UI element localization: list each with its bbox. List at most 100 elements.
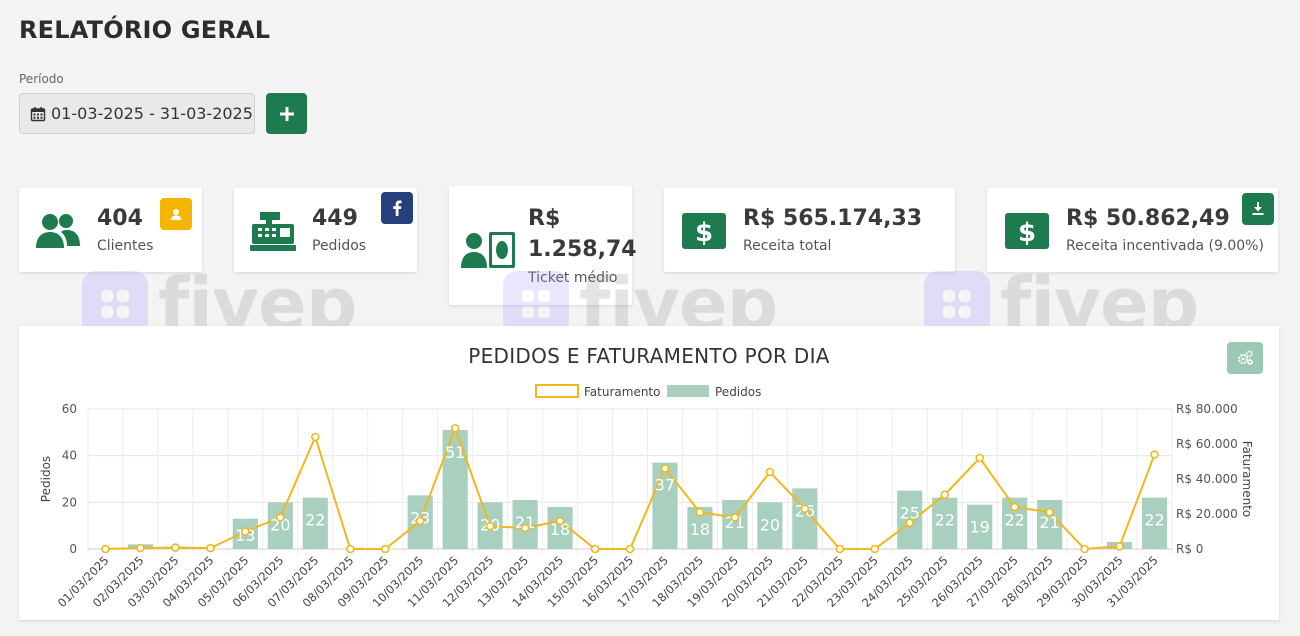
point-faturamento <box>1080 544 1089 554</box>
user-money-icon <box>461 232 515 268</box>
period-date-range-input[interactable]: 01-03-2025 - 31-03-2025 <box>19 93 255 134</box>
pedidos-label: Pedidos <box>312 238 367 254</box>
svg-text:$: $ <box>1018 218 1036 248</box>
clientes-label: Clientes <box>97 238 154 254</box>
point-faturamento <box>1150 450 1159 459</box>
bar-pedidos <box>302 497 328 549</box>
bar-value-label: 21 <box>1039 513 1059 532</box>
y2-axis-title: Faturamento <box>1240 441 1254 517</box>
y-tick-label: 60 <box>62 402 77 416</box>
calendar-icon <box>30 106 46 121</box>
dollar-icon: $ <box>682 213 726 249</box>
receita-total-value: R$ 565.174,33 <box>743 206 923 231</box>
bar-value-label: 37 <box>655 476 675 495</box>
period-value: 01-03-2025 - 31-03-2025 <box>51 104 253 123</box>
pedidos-value: 449 <box>312 206 358 231</box>
point-faturamento <box>870 544 880 554</box>
card-receita-total: $ R$ 565.174,33 Receita total <box>664 188 955 272</box>
clientes-value: 404 <box>97 206 143 231</box>
bar-value-label: 51 <box>445 443 465 462</box>
page-title: RELATÓRIO GERAL <box>19 16 271 44</box>
point-faturamento <box>136 543 145 553</box>
point-faturamento <box>975 453 984 463</box>
point-faturamento <box>1115 542 1124 551</box>
user-badge-icon <box>170 209 182 220</box>
bar-value-label: 25 <box>900 504 920 523</box>
receita-total-label: Receita total <box>743 238 832 254</box>
card-clientes: 404 Clientes <box>19 188 202 272</box>
bar-pedidos <box>652 462 678 549</box>
bar-value-label: 22 <box>1144 511 1164 530</box>
bar-value-label: 22 <box>305 511 325 530</box>
bar-value-label: 22 <box>935 511 955 530</box>
point-faturamento <box>310 432 320 442</box>
chart-card: PEDIDOS E FATURAMENTO POR DIA 0 20 40 60 R$ … <box>19 326 1279 620</box>
plus-icon <box>279 106 294 121</box>
y-tick-label: 0 <box>69 542 77 556</box>
point-faturamento <box>1010 502 1019 512</box>
legend-swatch-pedidos <box>667 385 709 397</box>
bar-pedidos <box>1141 497 1168 549</box>
y-axis-title: Pedidos <box>39 456 53 502</box>
bar-value-label: 22 <box>1004 511 1024 530</box>
gears-icon <box>1237 350 1253 365</box>
point-faturamento <box>765 467 775 477</box>
point-faturamento <box>101 544 110 554</box>
legend-label-faturamento: Faturamento <box>584 385 660 399</box>
point-faturamento <box>660 464 670 473</box>
point-faturamento <box>835 544 845 554</box>
point-faturamento <box>940 490 950 500</box>
y2-tick-label: R$ 80.000 <box>1176 402 1238 416</box>
y2-tick-label: R$ 20.000 <box>1176 507 1238 521</box>
bar-value-label: 19 <box>969 518 989 537</box>
chart-title: PEDIDOS E FATURAMENTO POR DIA <box>468 344 830 368</box>
bar-value-label: 21 <box>515 513 535 532</box>
point-faturamento <box>415 516 425 526</box>
point-faturamento <box>276 513 285 522</box>
bar-pedidos <box>967 504 993 549</box>
point-faturamento <box>695 507 705 517</box>
point-faturamento <box>345 544 355 554</box>
clientes-badge-button[interactable] <box>160 198 192 230</box>
y2-tick-label: R$ 40.000 <box>1176 472 1238 486</box>
bar-pedidos <box>757 502 783 549</box>
ticket-value-line2: 1.258,74 <box>528 237 637 262</box>
dollar-icon: $ <box>1005 213 1049 249</box>
card-ticket-medio: R$ 1.258,74 Ticket médio <box>449 186 637 305</box>
legend-swatch-faturamento <box>535 384 579 398</box>
chart-svg: 0 20 40 60 R$ 0 R$ 20.000 R$ 40.000 R$ 60.000 R$… <box>39 384 1254 610</box>
bar-value-label: 18 <box>690 520 710 539</box>
download-icon <box>1252 202 1264 215</box>
point-faturamento <box>730 513 740 522</box>
facebook-badge-button[interactable] <box>381 192 413 224</box>
bar-value-label: 20 <box>270 515 290 534</box>
period-label: Período <box>19 72 64 86</box>
point-faturamento <box>241 527 250 536</box>
point-faturamento <box>625 544 635 554</box>
point-faturamento <box>905 518 915 528</box>
ticket-value-line1: R$ <box>528 206 561 231</box>
add-period-button[interactable] <box>266 93 307 134</box>
svg-text:$: $ <box>695 218 713 248</box>
point-faturamento <box>555 516 565 526</box>
ticket-label: Ticket médio <box>528 270 618 286</box>
card-pedidos: 449 Pedidos <box>234 188 417 272</box>
chart-settings-button[interactable] <box>1227 342 1263 374</box>
bar-pedidos <box>932 497 958 549</box>
point-faturamento <box>800 504 810 514</box>
y-tick-label: 20 <box>62 495 77 509</box>
card-receita-incentivada: $ R$ 50.862,49 Receita incentivada (9.00… <box>987 188 1278 272</box>
y2-tick-label: R$ 60.000 <box>1176 437 1238 451</box>
legend-label-pedidos: Pedidos <box>715 385 761 399</box>
users-icon <box>36 214 80 248</box>
point-faturamento <box>520 523 530 533</box>
facebook-icon <box>393 200 402 216</box>
bar-value-label: 20 <box>760 515 780 534</box>
point-faturamento <box>485 521 495 531</box>
point-faturamento <box>450 423 460 433</box>
point-faturamento <box>206 543 215 553</box>
y2-tick-label: R$ 0 <box>1176 542 1203 556</box>
cash-register-icon <box>250 212 296 251</box>
point-faturamento <box>1045 507 1054 517</box>
download-button[interactable] <box>1242 193 1274 225</box>
